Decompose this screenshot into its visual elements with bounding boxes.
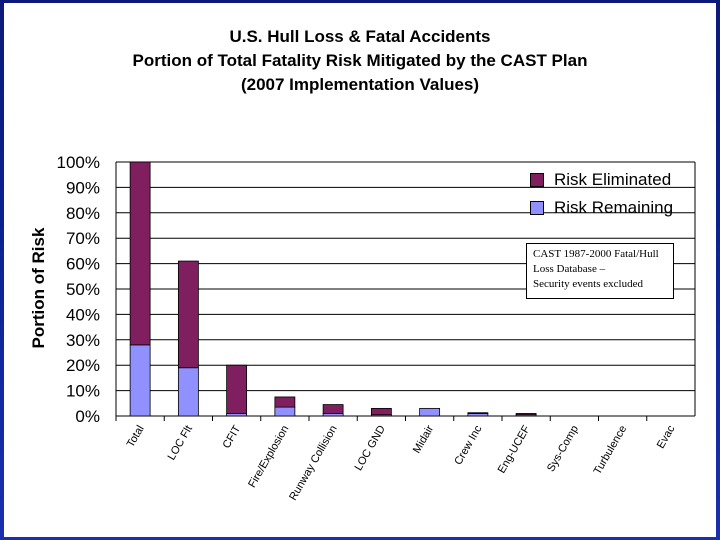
x-tick-label: Total	[125, 424, 147, 450]
title-line-2: Portion of Total Fatality Risk Mitigated…	[132, 51, 588, 70]
y-tick-label: 100%	[57, 153, 100, 172]
bar-eliminated-4	[322, 404, 344, 414]
x-tick-label: Evac	[655, 423, 678, 451]
y-tick-label: 0%	[75, 407, 100, 426]
x-tick-label: Eng-UCEF	[496, 423, 533, 475]
bar-remaining-1	[177, 367, 199, 417]
x-tick-label: CFIT	[221, 423, 244, 450]
legend-swatch-remaining	[530, 201, 544, 215]
note-line-2: Loss Database –	[533, 263, 606, 275]
bar-eliminated-3	[274, 396, 296, 408]
note-line-3: Security events excluded	[533, 278, 643, 290]
bar-eliminated-8	[515, 413, 537, 416]
bar-eliminated-5	[370, 407, 392, 416]
x-tick-label: Fire/Explosion	[246, 424, 291, 490]
bar-remaining-3	[274, 406, 296, 417]
x-tick-label: Midair	[411, 423, 437, 455]
y-tick-label: 60%	[66, 255, 100, 274]
bar-eliminated-1	[177, 260, 199, 369]
data-source-note: CAST 1987-2000 Fatal/Hull Loss Database …	[526, 243, 674, 299]
slide: U.S. Hull Loss & Fatal Accidents Portion…	[4, 3, 716, 537]
legend-item-remaining: Risk Remaining	[530, 198, 673, 218]
y-tick-label: 90%	[66, 178, 100, 197]
legend-swatch-eliminated	[530, 173, 544, 187]
x-tick-label: LOC Flt	[166, 424, 195, 463]
legend-label-remaining: Risk Remaining	[554, 198, 674, 217]
legend: Risk Eliminated Risk Remaining	[524, 161, 694, 219]
x-tick-label: Crew Inc	[452, 423, 484, 467]
y-tick-label: 30%	[66, 331, 100, 350]
y-tick-label: 40%	[66, 305, 100, 324]
x-tick-label: Runway Collision	[287, 424, 340, 503]
bar-remaining-6	[419, 407, 441, 417]
legend-item-eliminated: Risk Eliminated	[530, 170, 671, 190]
bar-eliminated-0	[129, 161, 151, 346]
y-tick-label: 70%	[66, 229, 100, 248]
bar-eliminated-7	[467, 412, 489, 414]
chart-area: 0% 10% 20% 30% 40% 50% 60% 70% 80% 90% 100% Total LO…	[57, 153, 696, 503]
y-tick-label: 50%	[66, 280, 100, 299]
bar-remaining-0	[129, 344, 151, 417]
legend-label-eliminated: Risk Eliminated	[554, 170, 672, 189]
x-tick-label: Sys-Comp	[545, 424, 581, 474]
x-tick-label: Turbulence	[592, 424, 630, 477]
x-tick-label: LOC GND	[353, 423, 388, 472]
note-line-1: CAST 1987-2000 Fatal/Hull	[533, 248, 659, 260]
chart-title: U.S. Hull Loss & Fatal Accidents Portion…	[4, 25, 716, 97]
title-line-1: U.S. Hull Loss & Fatal Accidents	[229, 27, 491, 46]
y-tick-label: 10%	[66, 382, 100, 401]
title-line-3: (2007 Implementation Values)	[240, 75, 480, 94]
y-tick-label: 20%	[66, 356, 100, 375]
y-tick-label: 80%	[66, 204, 100, 223]
bar-eliminated-2	[226, 364, 248, 414]
